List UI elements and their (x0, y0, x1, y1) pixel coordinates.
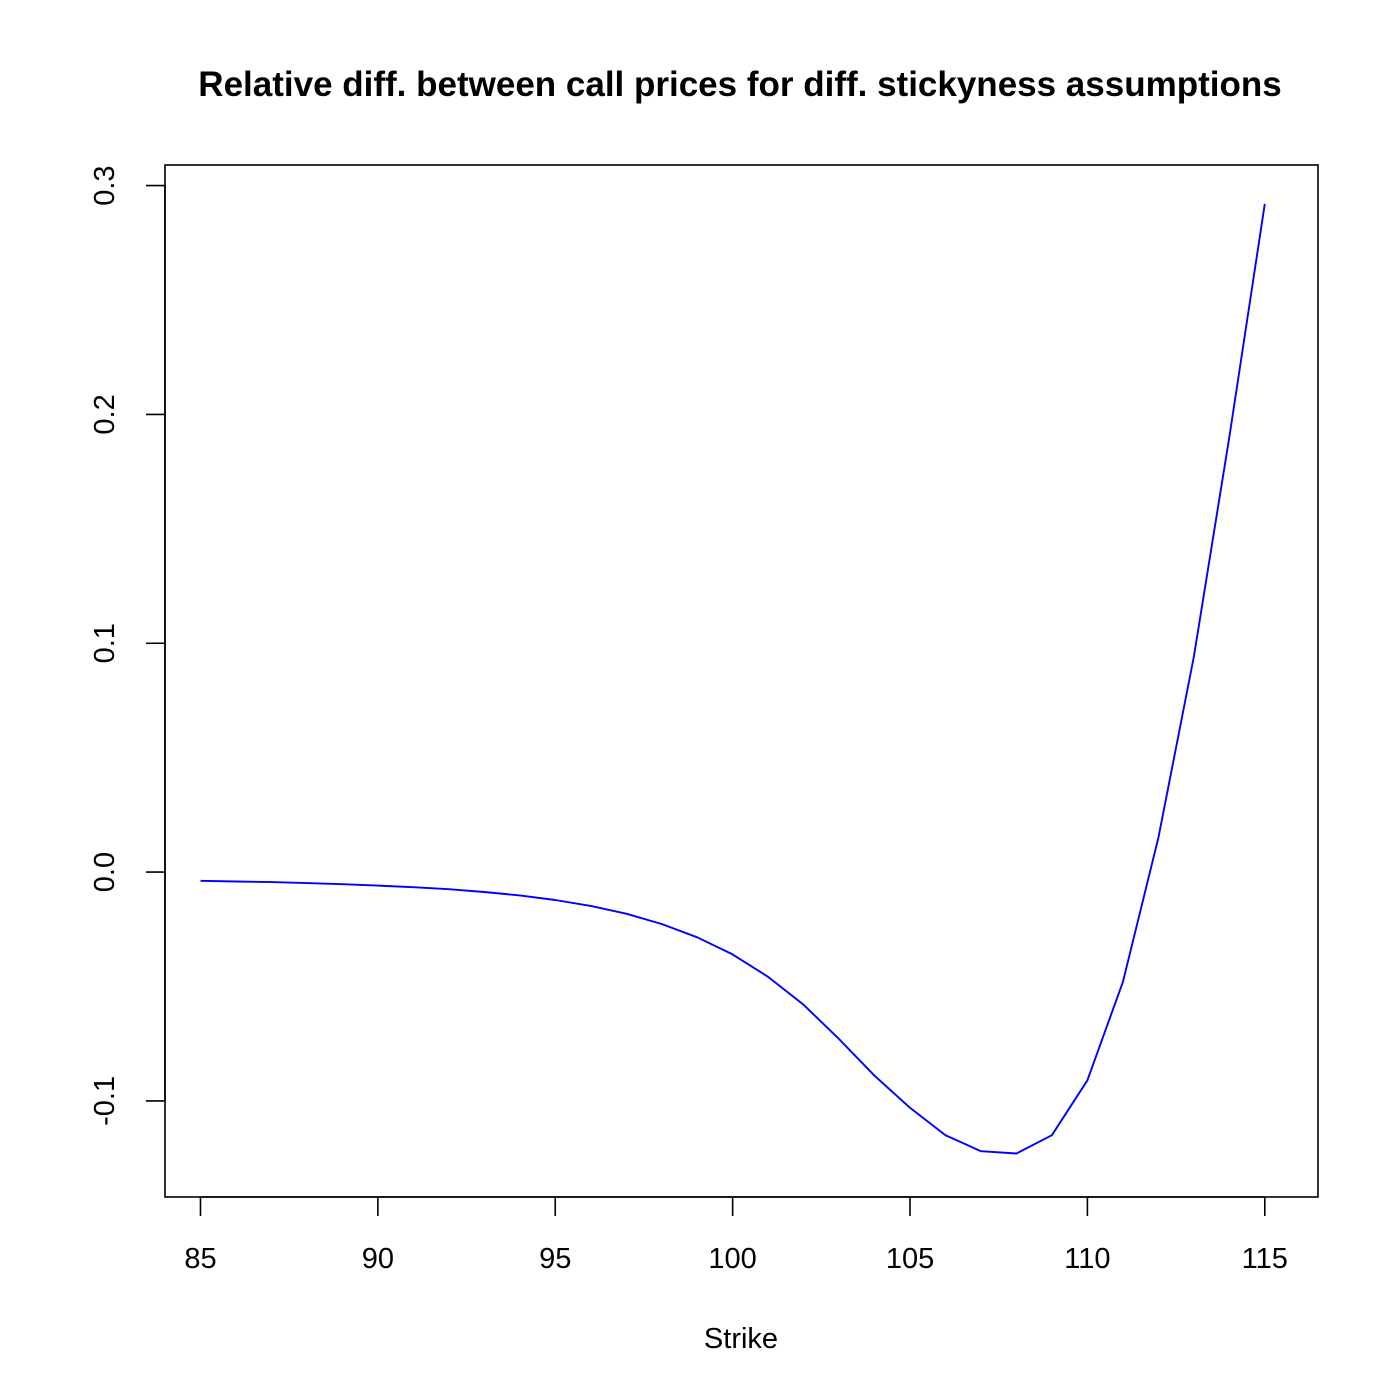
data-point (626, 913, 627, 914)
data-point (1229, 437, 1230, 438)
data-point (909, 1107, 910, 1108)
data-point (306, 883, 307, 884)
x-tick-label: 115 (1242, 1243, 1288, 1275)
data-point (874, 1075, 875, 1076)
x-axis-label: Strike (704, 1323, 778, 1355)
data-point (661, 923, 662, 924)
data-point (980, 1151, 981, 1152)
data-point (342, 884, 343, 885)
y-tick-label: 0.0 (89, 852, 121, 892)
data-point (768, 976, 769, 977)
x-tick-label: 105 (886, 1243, 934, 1275)
data-point (519, 895, 520, 896)
data-point (945, 1135, 946, 1136)
x-tick-label: 90 (362, 1243, 394, 1275)
data-point (1087, 1080, 1088, 1081)
series-group (200, 203, 1266, 1155)
data-point (590, 905, 591, 906)
data-point (448, 889, 449, 890)
data-point (1193, 656, 1194, 657)
data-point (271, 882, 272, 883)
data-point (413, 887, 414, 888)
data-point (200, 880, 201, 881)
y-tick-label: 0.1 (89, 623, 121, 663)
chart-title: Relative diff. between call prices for d… (198, 65, 1281, 104)
data-point (1122, 981, 1123, 982)
data-point (732, 954, 733, 955)
y-tick-label: -0.1 (89, 1076, 121, 1126)
data-point (697, 937, 698, 938)
data-point (1016, 1153, 1017, 1154)
y-axis: -0.1 0.0 0.1 0.2 0.3 (89, 165, 166, 1126)
y-tick-label: 0.3 (89, 165, 121, 205)
series-line (200, 203, 1266, 1155)
data-point (1264, 203, 1265, 204)
data-point (377, 885, 378, 886)
x-tick-label: 85 (184, 1243, 216, 1275)
data-point (839, 1039, 840, 1040)
x-tick-label: 100 (708, 1243, 756, 1275)
data-point (803, 1004, 804, 1005)
x-tick-label: 110 (1064, 1243, 1110, 1275)
data-point (235, 881, 236, 882)
data-point (555, 899, 556, 900)
plot-frame (164, 164, 1319, 1198)
data-point (484, 891, 485, 892)
y-tick-label: 0.2 (89, 394, 121, 434)
x-tick-label: 95 (539, 1243, 571, 1275)
data-point (1051, 1135, 1052, 1136)
x-axis: 85 90 95 100 105 110 115 (184, 1196, 1288, 1275)
data-point (1158, 837, 1159, 838)
